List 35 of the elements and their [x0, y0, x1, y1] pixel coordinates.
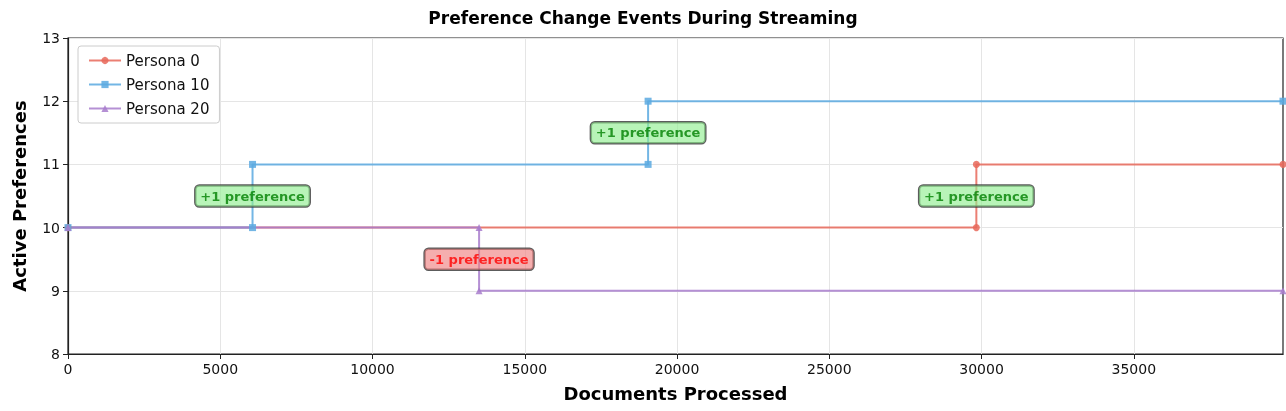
x-tick-label: 0	[63, 361, 73, 377]
y-tick-label: 8	[51, 346, 60, 362]
point	[249, 224, 257, 232]
y-tick-label: 10	[42, 219, 60, 236]
legend-label: Persona 0	[126, 51, 200, 70]
annotation: +1 preference	[200, 188, 305, 204]
point	[644, 160, 652, 168]
y-tick-label: 13	[42, 30, 60, 46]
y-tick-label: 9	[51, 282, 60, 299]
point	[1279, 97, 1286, 105]
x-tick-label: 25000	[807, 361, 852, 377]
y-tick-label: 12	[42, 93, 60, 110]
x-tick-label: 5000	[202, 361, 239, 377]
point	[249, 160, 257, 168]
x-tick-label: 30000	[959, 361, 1004, 377]
point	[475, 287, 483, 295]
chart-title: Preference Change Events During Streaming	[428, 7, 858, 28]
x-tick-label: 10000	[350, 361, 395, 377]
x-tick-label: 15000	[502, 361, 548, 377]
annotation: -1 preference	[429, 251, 529, 267]
point	[972, 160, 980, 168]
x-tick-label: 35000	[1111, 361, 1157, 377]
point	[475, 224, 483, 232]
point	[1279, 160, 1286, 168]
x-axis-title: Documents Processed	[563, 382, 788, 404]
legend-label: Persona 20	[126, 99, 210, 118]
point	[1279, 287, 1286, 295]
legend-label: Persona 10	[126, 75, 210, 94]
point	[644, 97, 652, 105]
y-tick-label: 11	[42, 156, 60, 173]
x-tick-label: 20000	[654, 361, 700, 377]
point	[972, 224, 980, 232]
annotation: +1 preference	[595, 125, 701, 141]
annotation: +1 preference	[924, 188, 1029, 204]
y-axis-title: Active Preferences	[8, 100, 30, 292]
